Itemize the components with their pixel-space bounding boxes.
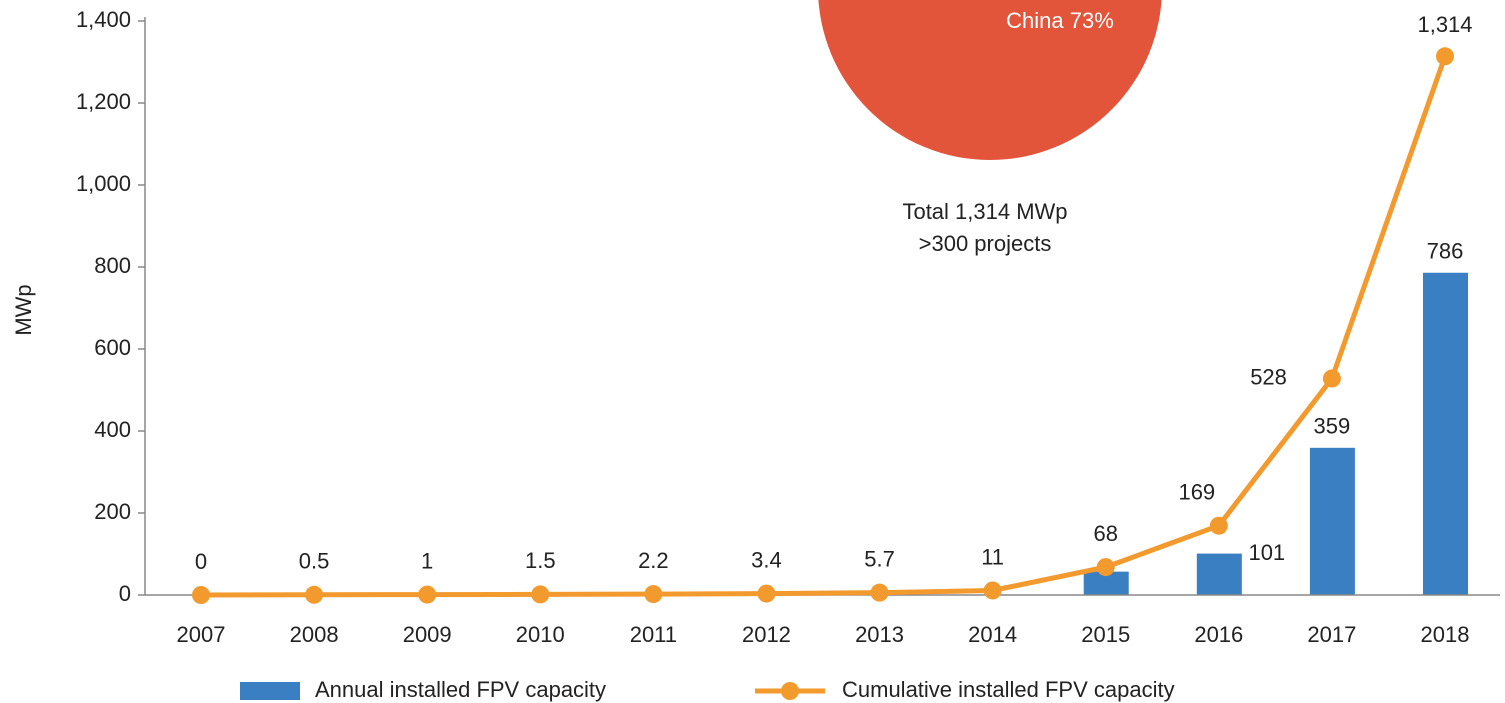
legend-swatch [240,682,300,700]
line-value-label: 1 [421,548,433,573]
y-tick-label: 600 [94,335,131,360]
legend-label: Cumulative installed FPV capacity [842,677,1175,702]
y-tick-label: 800 [94,253,131,278]
annotation: >300 projects [919,231,1052,256]
annotation: Total 1,314 MWp [902,199,1067,224]
bar [1196,553,1242,595]
line-point [870,583,889,602]
pie-slice [818,0,1162,160]
x-tick-label: 2013 [855,622,904,647]
x-tick-label: 2014 [968,622,1017,647]
pie-label-value: 73% [1070,8,1114,33]
pie-label-name: China [1006,8,1064,33]
line-value-label: 1,314 [1417,12,1472,37]
pie-label: China 73% [1006,8,1114,33]
bar [1083,571,1129,595]
x-tick-label: 2008 [290,622,339,647]
bar [1423,272,1468,595]
x-tick-label: 2012 [742,622,791,647]
bar-value-label: 359 [1314,414,1351,439]
x-tick-label: 2009 [403,622,452,647]
line-value-label: 169 [1178,480,1215,505]
y-tick-label: 1,400 [76,7,131,32]
line-value-label: 0 [195,549,207,574]
y-tick-label: 0 [119,581,131,606]
line-value-label: 2.2 [638,548,669,573]
line-point [983,581,1002,600]
x-tick-label: 2016 [1194,622,1243,647]
y-tick-label: 200 [94,499,131,524]
line-point [418,585,437,604]
line-point [644,585,663,604]
x-tick-label: 2010 [516,622,565,647]
bar [1309,447,1355,595]
y-axis-label: MWp [11,284,36,335]
line-value-label: 3.4 [751,547,782,572]
x-tick-label: 2007 [177,622,226,647]
line-point [1436,47,1454,66]
line-point [192,586,210,604]
line [200,55,1448,598]
line-point [305,585,324,604]
x-tick-label: 2015 [1081,622,1130,647]
line-point [757,584,776,603]
y-tick-label: 1,200 [76,89,131,114]
y-tick-label: 400 [94,417,131,442]
line-point [1209,516,1228,535]
line-point [531,585,550,604]
bar-value-label: 786 [1427,239,1464,264]
x-tick-label: 2011 [630,622,677,647]
legend-swatch-point [781,682,799,700]
y-tick-label: 1,000 [76,171,131,196]
line-point [1322,369,1341,388]
line-value-label: 528 [1250,364,1287,389]
x-tick-label: 2017 [1307,622,1356,647]
line-value-label: 11 [981,544,1004,569]
line-value-label: 0.5 [299,549,330,574]
bar-value-label: 101 [1248,540,1285,565]
x-tick-label: 2018 [1421,622,1470,647]
line-point [1096,558,1115,577]
line-value-label: 5.7 [864,546,895,571]
line-value-label: 1.5 [525,548,556,573]
line-value-label: 68 [1093,521,1117,546]
legend-label: Annual installed FPV capacity [315,677,606,702]
